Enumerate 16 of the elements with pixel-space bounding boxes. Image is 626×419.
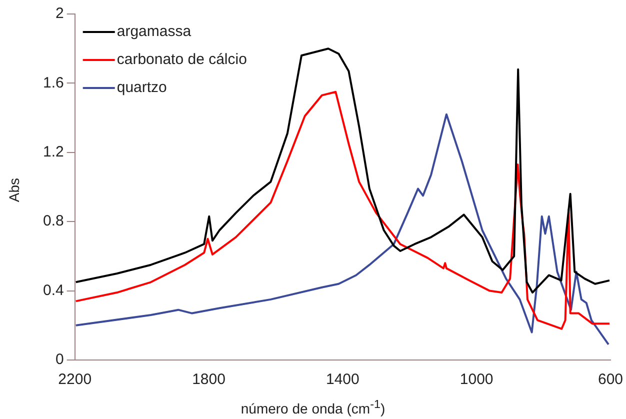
y-tick-label: 1.6: [42, 74, 64, 92]
legend-label: argamassa: [116, 23, 192, 40]
x-tick-label: 2200: [58, 371, 92, 388]
x-tick-label: 1000: [460, 371, 494, 388]
x-tick-label: 1800: [192, 371, 226, 388]
y-tick-label: 1.2: [42, 144, 64, 161]
legend-label: carbonato de cálcio: [116, 51, 247, 68]
y-tick-label: 2: [56, 5, 64, 22]
y-tick-label: 0: [56, 351, 64, 368]
y-tick-label: 0.4: [42, 282, 64, 299]
y-tick-label: 0.8: [42, 212, 64, 230]
x-axis-title: número de onda (cm$^{-1}$): [240, 398, 386, 417]
legend-label: quartzo: [116, 79, 167, 96]
y-axis-title: Abs: [6, 178, 22, 202]
x-tick-label: 600: [598, 371, 623, 388]
x-tick-label: 1400: [326, 371, 360, 388]
